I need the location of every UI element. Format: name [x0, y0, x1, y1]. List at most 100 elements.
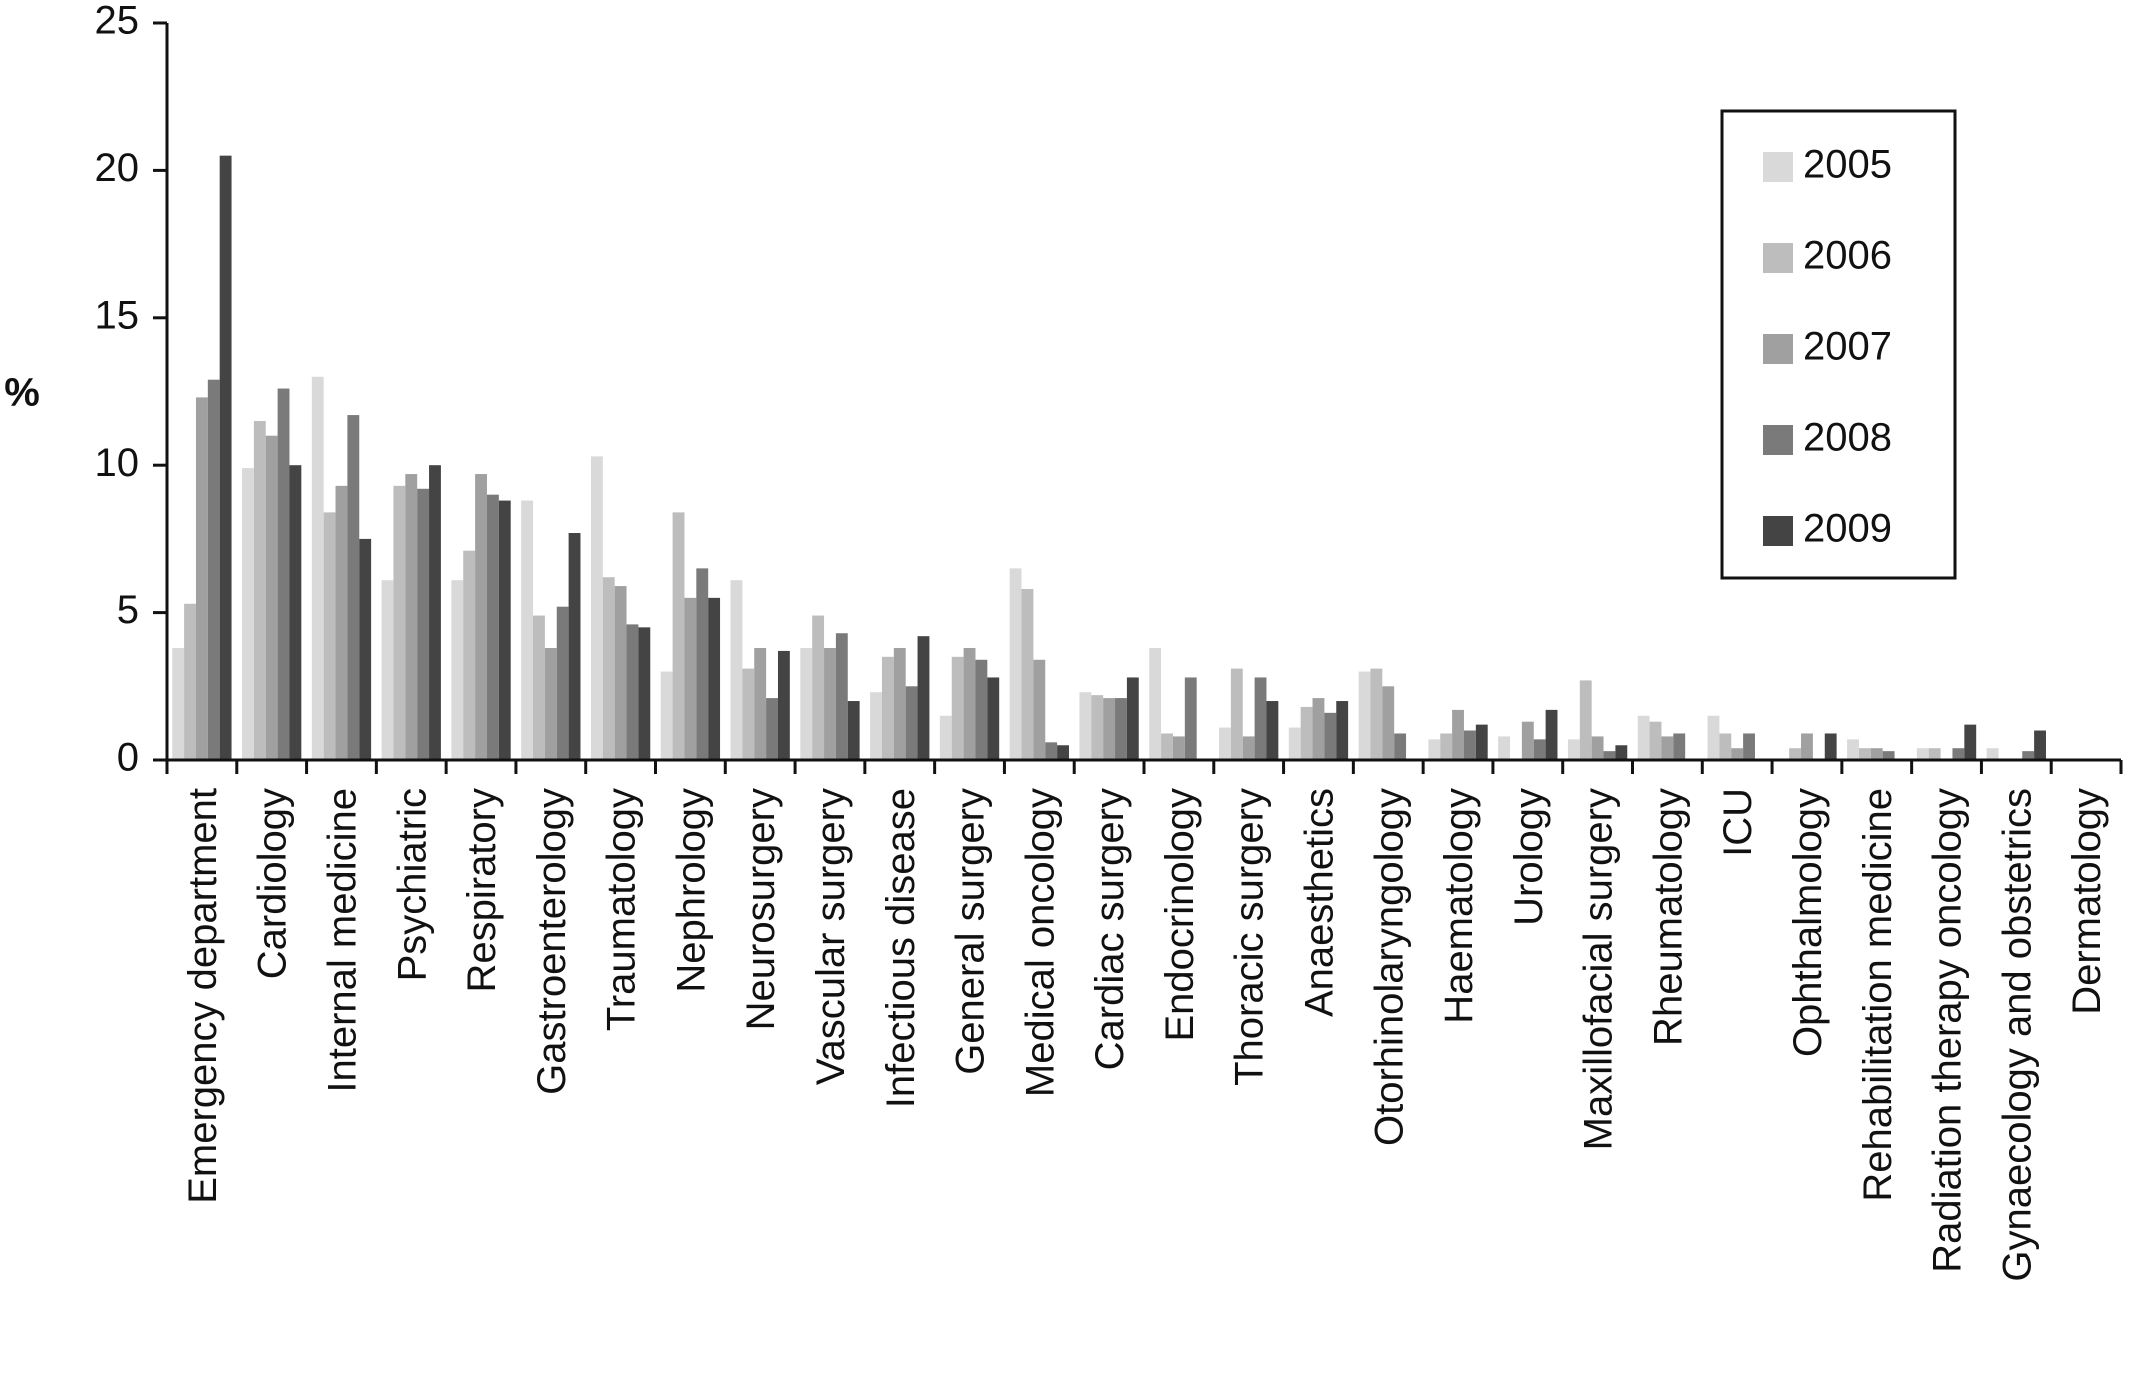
legend-swatch — [1763, 334, 1793, 364]
bar — [893, 647, 906, 760]
x-tick-label: Emergency department — [181, 788, 225, 1204]
bar — [1719, 733, 1732, 760]
bar — [812, 615, 825, 760]
bar — [800, 647, 813, 760]
bar — [754, 647, 767, 760]
x-tick-label: ICU — [1716, 788, 1760, 857]
bar — [672, 512, 685, 760]
bar — [207, 379, 220, 760]
bar — [184, 603, 196, 760]
bar — [1637, 715, 1650, 760]
bar — [1382, 686, 1395, 760]
bar — [1300, 706, 1313, 760]
bar — [1801, 733, 1813, 760]
bar — [1358, 671, 1371, 760]
x-tick-label: Otorhinolaryngology — [1367, 788, 1411, 1146]
x-tick-label: Vascular surgery — [809, 788, 853, 1085]
bar — [684, 597, 697, 760]
x-tick-label: Medical oncology — [1018, 788, 1062, 1097]
x-tick-label: Cardiology — [251, 788, 295, 979]
bar — [1707, 715, 1720, 760]
x-tick-label: Urology — [1507, 788, 1551, 926]
bar — [1858, 748, 1871, 760]
x-tick-label: Endocrinology — [1158, 788, 1202, 1042]
x-tick-label: Anaesthetics — [1297, 788, 1341, 1017]
x-tick-label: Dermatology — [2065, 788, 2109, 1015]
bar — [1230, 668, 1243, 760]
bar — [1336, 701, 1349, 760]
bar — [568, 533, 581, 760]
bar — [730, 580, 743, 760]
bar — [475, 474, 487, 760]
bar — [1789, 748, 1802, 760]
bar — [1266, 701, 1279, 760]
legend-label: 2006 — [1803, 234, 1892, 278]
x-tick-label: General surgery — [949, 788, 993, 1075]
bar — [696, 568, 709, 760]
bar — [253, 420, 266, 760]
bar — [1452, 709, 1464, 760]
bar — [1254, 677, 1267, 760]
bar — [219, 155, 232, 760]
x-tick-label: Internal medicine — [320, 788, 364, 1093]
bar — [1964, 724, 1977, 760]
legend-label: 2009 — [1803, 507, 1892, 551]
x-tick-label: Nephrology — [669, 788, 713, 993]
bar — [917, 636, 930, 760]
bar — [777, 650, 790, 760]
x-tick-label: Ophthalmology — [1786, 788, 1830, 1057]
legend-label: 2008 — [1803, 416, 1892, 460]
bar — [463, 550, 476, 760]
x-tick-label: Radiation therapy oncology — [1926, 788, 1970, 1273]
bar — [1428, 739, 1441, 760]
bar — [172, 647, 185, 760]
bar — [289, 465, 302, 760]
bar — [638, 627, 651, 760]
bar — [1731, 748, 1744, 760]
legend-box — [1720, 109, 1957, 580]
bar — [963, 647, 976, 760]
bar — [323, 512, 336, 760]
bar — [1045, 742, 1058, 760]
bar — [1916, 748, 1929, 760]
y-tick-label: 15 — [95, 293, 140, 337]
bar — [626, 624, 639, 760]
bar — [521, 500, 534, 760]
bar — [1463, 730, 1476, 760]
bar — [1591, 736, 1604, 760]
y-tick-label: 25 — [95, 0, 140, 43]
bar — [1324, 712, 1337, 760]
bar — [1079, 692, 1092, 760]
bar — [1115, 698, 1127, 760]
bar — [1743, 733, 1755, 760]
bar — [742, 668, 755, 760]
bar — [1870, 748, 1883, 760]
bar — [939, 715, 952, 760]
bar — [335, 485, 348, 760]
bar — [347, 415, 360, 760]
bar — [1579, 680, 1592, 760]
bar — [835, 633, 848, 760]
bar — [1288, 727, 1301, 760]
x-tick-label: Gynaecology and obstetrics — [1995, 788, 2039, 1282]
bar — [1475, 724, 1488, 760]
bar — [1952, 748, 1965, 760]
bar — [1370, 668, 1383, 760]
bar — [870, 692, 882, 760]
bar — [393, 485, 406, 760]
bar — [417, 488, 430, 760]
legend-swatch — [1763, 152, 1793, 182]
bar — [766, 698, 778, 760]
bar — [533, 615, 545, 760]
bar — [1312, 698, 1325, 760]
x-tick-label: Cardiac surgery — [1088, 788, 1132, 1070]
bar — [498, 500, 511, 760]
bar — [1824, 733, 1837, 760]
x-tick-label: Neurosurgery — [739, 788, 783, 1030]
bar — [486, 494, 499, 760]
bar — [1091, 695, 1104, 760]
legend-swatch — [1763, 425, 1793, 455]
bar — [2034, 730, 2046, 760]
bar — [1498, 736, 1511, 760]
